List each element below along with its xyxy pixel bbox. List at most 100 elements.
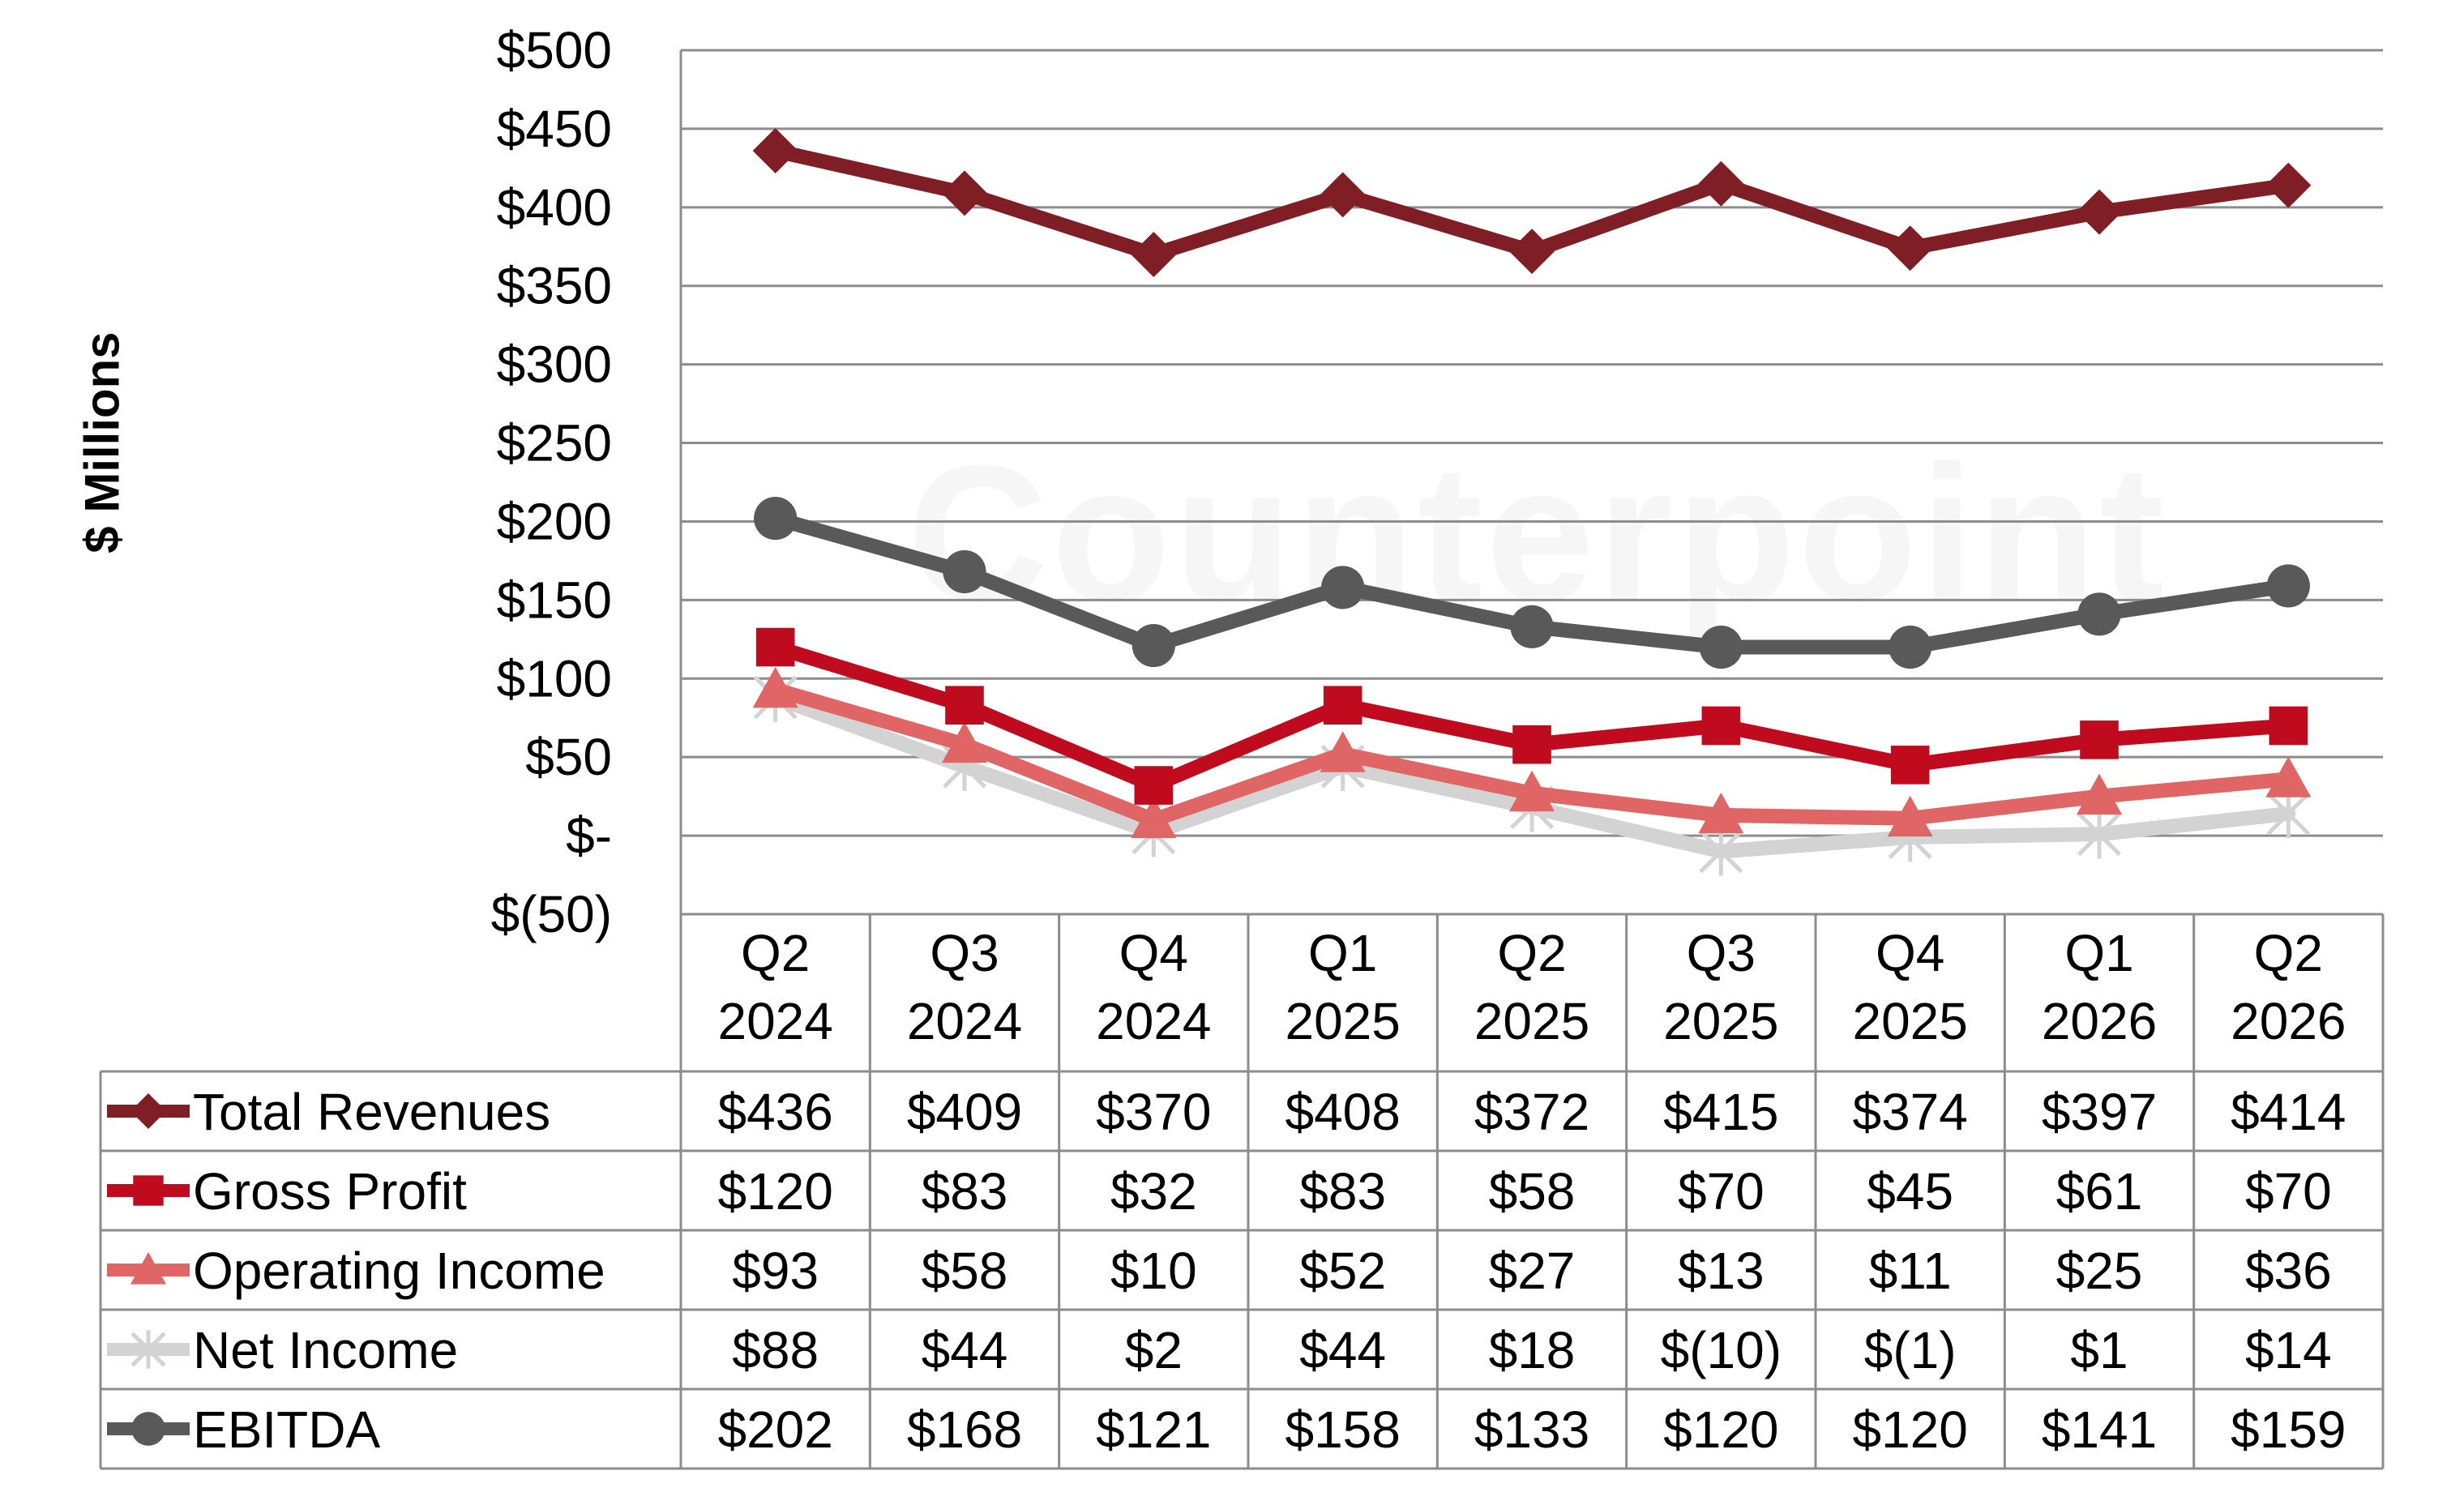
- data-table-cell: $52: [1299, 1242, 1386, 1300]
- data-table-cell: $415: [1663, 1083, 1778, 1141]
- y-tick-label: $200: [497, 492, 612, 550]
- category-label-year: 2024: [717, 992, 832, 1050]
- legend-key-marker: [130, 1252, 166, 1285]
- data-point: [1323, 686, 1362, 725]
- y-tick-label: $450: [497, 100, 612, 158]
- data-point: [2077, 592, 2121, 636]
- data-table-cell: $408: [1285, 1083, 1400, 1141]
- y-tick-label: $100: [497, 649, 612, 708]
- data-point: [1512, 725, 1551, 764]
- data-point: [1698, 792, 1744, 834]
- data-point: [2266, 564, 2310, 608]
- category-label-year: 2026: [2042, 992, 2157, 1050]
- data-table-cell: $372: [1474, 1083, 1589, 1141]
- data-table-cell: $44: [1299, 1321, 1386, 1379]
- data-point: [752, 128, 798, 174]
- data-table-cell: $27: [1489, 1242, 1576, 1300]
- data-point: [1701, 706, 1741, 746]
- data-point: [1890, 746, 1930, 785]
- y-tick-label: $300: [497, 336, 612, 394]
- category-label-year: 2025: [1474, 992, 1589, 1050]
- data-table-cell: $159: [2231, 1400, 2346, 1459]
- data-point: [1887, 795, 1933, 837]
- data-table-cell: $2: [1125, 1321, 1183, 1379]
- data-point: [2269, 706, 2308, 746]
- data-table-cell: $44: [922, 1321, 1008, 1379]
- category-label-year: 2024: [907, 992, 1022, 1050]
- category-label-quarter: Q4: [1119, 924, 1188, 982]
- data-table-cell: $436: [717, 1083, 832, 1141]
- data-table-cell: $397: [2042, 1083, 2157, 1141]
- data-point: [942, 170, 987, 216]
- category-label-year: 2026: [2231, 992, 2346, 1050]
- data-point: [752, 666, 798, 708]
- data-table-cell: $14: [2245, 1321, 2332, 1379]
- category-label-quarter: Q3: [930, 924, 999, 982]
- data-point: [1889, 625, 1932, 669]
- data-table-cell: $158: [1285, 1400, 1400, 1459]
- legend-entry: Gross Profit: [193, 1162, 467, 1221]
- y-tick-label: $400: [497, 178, 612, 237]
- data-table-cell: $88: [732, 1321, 819, 1379]
- data-table-cell: $58: [922, 1242, 1008, 1300]
- data-table-cell: $120: [1663, 1400, 1778, 1459]
- data-table-cell: $18: [1489, 1321, 1576, 1379]
- data-table-cell: $10: [1110, 1242, 1197, 1300]
- data-point: [1887, 225, 1933, 271]
- category-label-year: 2025: [1285, 992, 1400, 1050]
- data-point: [1699, 625, 1743, 669]
- data-point: [1698, 160, 1744, 207]
- data-table-cell: $(1): [1864, 1321, 1957, 1379]
- data-table-cell: $45: [1867, 1162, 1953, 1221]
- y-tick-label: $(50): [491, 885, 612, 943]
- y-tick-label: $350: [497, 257, 612, 315]
- data-table-cell: $409: [907, 1083, 1022, 1141]
- data-point: [2265, 162, 2312, 208]
- data-point: [1320, 172, 1366, 218]
- data-point: [1509, 770, 1555, 812]
- y-tick-label: $500: [497, 21, 612, 79]
- category-label-year: 2024: [1096, 992, 1211, 1050]
- data-point: [1134, 766, 1174, 805]
- data-table-cell: $13: [1678, 1242, 1765, 1300]
- data-table-cell: $32: [1110, 1162, 1197, 1221]
- data-point: [1131, 623, 1175, 668]
- data-table-cell: $414: [2231, 1083, 2346, 1141]
- data-table-cell: $(10): [1661, 1321, 1782, 1379]
- data-point: [1510, 605, 1554, 648]
- data-point: [755, 627, 795, 667]
- data-point: [1699, 827, 1743, 876]
- category-label-year: 2025: [1663, 992, 1778, 1050]
- y-tick-label: $50: [525, 728, 612, 786]
- data-point: [754, 496, 798, 541]
- legend-entry: EBITDA: [193, 1400, 380, 1459]
- data-table-cell: $1: [2070, 1321, 2128, 1379]
- data-table-cell: $61: [2056, 1162, 2143, 1221]
- data-table-cell: $83: [922, 1162, 1008, 1221]
- data-table-cell: $141: [2042, 1400, 2157, 1459]
- data-table-cell: $121: [1096, 1400, 1211, 1459]
- legend-entry: Operating Income: [193, 1242, 605, 1300]
- category-label-quarter: Q2: [741, 924, 810, 982]
- data-point: [2077, 773, 2122, 815]
- data-point: [1321, 566, 1365, 609]
- category-label-quarter: Q1: [1308, 924, 1377, 982]
- data-table-cell: $25: [2056, 1242, 2143, 1300]
- data-point: [2265, 756, 2312, 797]
- legend-entry: Total Revenues: [193, 1083, 550, 1141]
- category-label-quarter: Q2: [2254, 924, 2323, 982]
- category-label-year: 2025: [1852, 992, 1967, 1050]
- data-table-cell: $70: [1678, 1162, 1765, 1221]
- data-table-cell: $120: [717, 1162, 832, 1221]
- data-table-cell: $120: [1852, 1400, 1967, 1459]
- data-table-cell: $70: [2245, 1162, 2332, 1221]
- data-table-cell: $11: [1869, 1242, 1952, 1300]
- data-point: [945, 686, 984, 725]
- data-point: [943, 549, 986, 594]
- data-point: [2077, 189, 2122, 235]
- data-point: [1320, 731, 1366, 772]
- category-label-quarter: Q2: [1497, 924, 1566, 982]
- category-label-quarter: Q1: [2064, 924, 2133, 982]
- y-tick-label: $250: [497, 414, 612, 472]
